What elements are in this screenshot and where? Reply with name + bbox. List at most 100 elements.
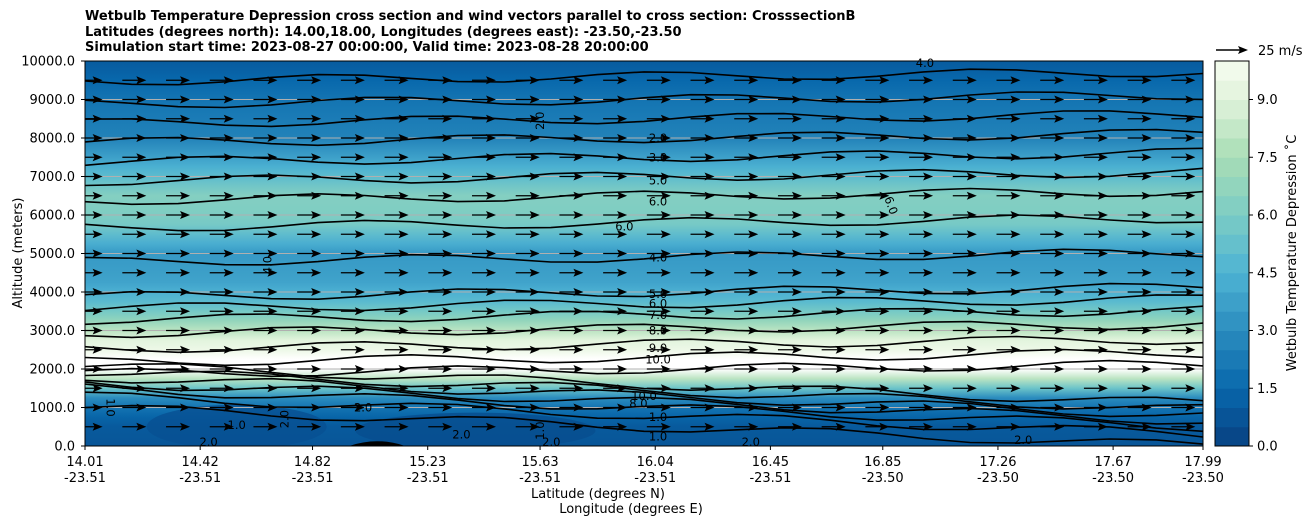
wind-vector — [909, 230, 934, 239]
wind-vector — [1127, 114, 1152, 123]
x-tick-lat: 17.67 — [1095, 455, 1132, 470]
wind-vector — [690, 153, 715, 162]
wind-vector — [384, 326, 409, 335]
wind-vector — [209, 249, 234, 258]
wind-vector — [690, 76, 715, 85]
wind-vector — [952, 211, 977, 219]
wind-vector — [734, 134, 759, 142]
wind-vector — [777, 268, 802, 277]
wind-vector — [428, 365, 453, 373]
colorbar-band — [1215, 215, 1249, 235]
wind-vector — [1127, 76, 1152, 85]
wind-vector — [646, 403, 671, 412]
wind-vector — [471, 288, 496, 296]
wind-vector — [166, 153, 191, 162]
wind-vector — [1127, 307, 1152, 316]
quiver-key-arrowhead — [1238, 46, 1248, 54]
y-tick-label: 5000.0 — [30, 247, 76, 262]
wind-vector — [603, 403, 628, 412]
wind-vector — [166, 403, 191, 412]
wind-vector — [690, 422, 715, 431]
wind-vector — [909, 172, 934, 181]
wind-vector — [297, 230, 322, 239]
wind-vector — [734, 230, 759, 239]
wind-vector — [471, 95, 496, 104]
x-tick-lon: -23.51 — [407, 471, 449, 486]
wind-vector — [1171, 326, 1196, 335]
colorbar-band — [1215, 195, 1249, 216]
wind-vector — [603, 288, 628, 296]
wind-vector — [734, 114, 759, 123]
contour-label: 5.0 — [649, 287, 667, 301]
wind-vector — [122, 95, 147, 104]
contour-label: 6.0 — [649, 297, 667, 311]
contour-line — [85, 68, 1203, 86]
wind-vector — [515, 249, 540, 258]
x-tick-lon: -23.51 — [64, 471, 106, 486]
colorbar-tick-label: 0.0 — [1257, 440, 1278, 455]
wind-vector — [1040, 422, 1065, 431]
colorbar-label: Wetbulb Temperature Depression ˚C — [1284, 135, 1300, 372]
colorbar-band — [1215, 253, 1249, 274]
contour-line — [85, 110, 1203, 128]
wind-vector — [515, 211, 540, 219]
contour-label: 2.0 — [452, 427, 470, 441]
colorbar-tick-label: 3.0 — [1257, 324, 1278, 339]
wind-vector — [297, 76, 322, 85]
wind-vector — [909, 76, 934, 85]
contour-label: 2.0 — [742, 435, 760, 449]
wind-vector — [646, 288, 671, 296]
wind-vector — [909, 345, 934, 354]
contour-label: 2.0 — [649, 131, 667, 145]
wind-vector — [1171, 365, 1196, 373]
wind-vector — [1171, 134, 1196, 142]
wind-vector — [952, 365, 977, 373]
wind-vector — [865, 172, 890, 181]
wind-vector — [690, 114, 715, 123]
wind-vector — [996, 268, 1021, 277]
contour-label: 6.0 — [649, 195, 667, 209]
wind-vector — [603, 422, 628, 431]
wind-vector — [85, 384, 103, 393]
x-tick-lat: 17.99 — [1184, 455, 1221, 470]
wind-vector — [166, 268, 191, 277]
wind-vector — [865, 191, 890, 200]
wind-vector — [1083, 384, 1108, 393]
wind-vector — [603, 134, 628, 142]
wind-vector — [1083, 211, 1108, 219]
wind-vector — [559, 249, 584, 258]
wind-vector — [1127, 191, 1152, 200]
wind-vector — [166, 345, 191, 354]
wind-vector — [996, 288, 1021, 296]
wind-vector — [384, 403, 409, 412]
wind-vector — [209, 114, 234, 123]
wind-vector — [1040, 365, 1065, 373]
title-line-3: Simulation start time: 2023-08-27 00:00:… — [85, 40, 649, 55]
wind-vector — [166, 172, 191, 181]
x-axis-label-lat: Latitude (degrees N) — [531, 487, 665, 502]
wind-vector — [909, 191, 934, 200]
wind-vector — [996, 249, 1021, 258]
wind-vector — [428, 191, 453, 200]
wind-vector — [865, 345, 890, 354]
wind-vector — [1127, 230, 1152, 239]
colorbar-band — [1215, 80, 1249, 100]
x-tick-lat: 14.82 — [294, 455, 331, 470]
wind-vector — [384, 268, 409, 277]
wind-vector — [777, 307, 802, 316]
y-tick-label: 3000.0 — [30, 324, 76, 339]
colorbar-band — [1215, 176, 1249, 197]
wind-vector — [603, 172, 628, 181]
wind-vector — [297, 268, 322, 277]
wind-vector — [471, 134, 496, 142]
wind-vector — [603, 307, 628, 316]
colorbar-band — [1215, 157, 1249, 177]
wind-vector — [865, 326, 890, 335]
wind-vector — [515, 326, 540, 335]
colorbar-band — [1215, 234, 1249, 254]
wind-vector — [865, 365, 890, 373]
wind-vector — [166, 95, 191, 104]
wind-vector — [559, 384, 584, 393]
wind-vector — [428, 403, 453, 412]
wind-vector — [384, 422, 409, 431]
